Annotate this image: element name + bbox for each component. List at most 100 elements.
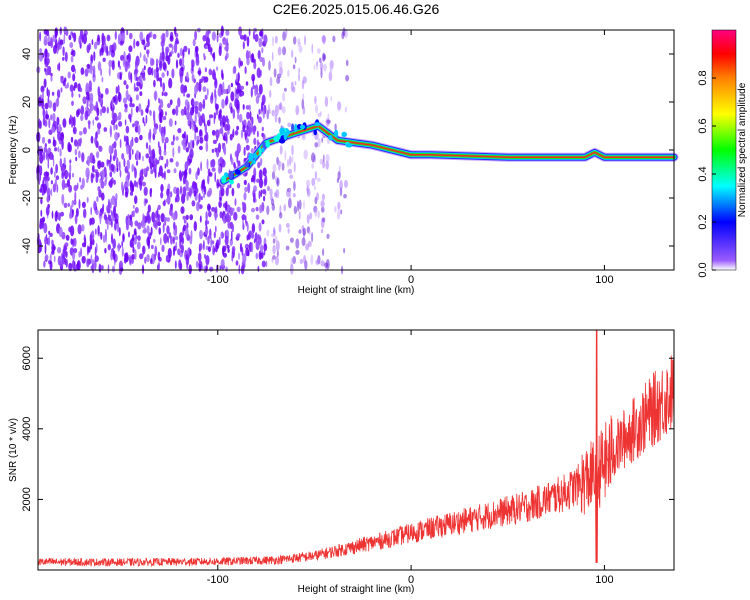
spectrogram-cell — [61, 193, 65, 205]
spectrogram-cell — [266, 229, 270, 237]
signal-blob — [278, 138, 286, 144]
spectrogram-cell — [321, 137, 324, 143]
spectrogram-cell — [61, 179, 66, 190]
spectrogram-cell — [46, 57, 50, 65]
spectrogram-cell — [54, 28, 58, 39]
spectrogram-cell — [88, 80, 93, 90]
signal-blob — [262, 141, 267, 149]
spectrogram-cell — [50, 38, 54, 49]
spectrogram-cell — [106, 106, 110, 114]
snr-frame — [37, 329, 675, 571]
spectrogram-cell — [142, 181, 146, 187]
spectrogram-cell — [258, 169, 263, 180]
spectrogram-cell — [268, 60, 271, 71]
spectrogram-cell — [293, 180, 296, 191]
spectrogram-cell — [110, 251, 114, 261]
spectrogram-cell — [96, 151, 100, 159]
spectrogram-cell — [234, 150, 240, 158]
spectrogram-cell — [295, 249, 300, 255]
spectrogram-cell — [183, 92, 185, 97]
spectrogram-cell — [125, 182, 129, 188]
spectrogram-cell — [195, 201, 200, 212]
spectrogram-cell — [113, 148, 118, 159]
spectrogram-cell — [177, 248, 181, 256]
spectrogram-cell — [50, 76, 53, 82]
spectrogram-cell — [150, 226, 153, 236]
spectrogram-cell — [180, 108, 185, 116]
spectrogram-cell — [86, 91, 90, 96]
spectrogram-cell — [212, 139, 217, 144]
spectrogram-cell — [74, 148, 78, 156]
spectrogram-cell — [100, 93, 104, 99]
spectrogram-cell — [278, 61, 283, 70]
spectrogram-cell — [198, 263, 202, 272]
spectrogram-cell — [222, 246, 225, 257]
spectrogram-cell — [118, 227, 121, 237]
spectrogram-panel: -100 0 100 -40 -20 0 20 40 Height of straight … — [8, 25, 679, 296]
spectrogram-cell — [229, 133, 233, 141]
spectrogram-cell — [334, 206, 337, 213]
spectrogram-cell — [206, 220, 210, 225]
spectrogram-cell — [90, 254, 93, 264]
spectrogram-cell — [59, 260, 64, 268]
spectrogram-cell — [274, 235, 278, 243]
spectrogram-cell — [218, 236, 221, 246]
spectrogram-cell — [239, 242, 243, 253]
spectrogram-cell — [86, 196, 89, 204]
spectrogram-cell — [213, 231, 216, 239]
spectrogram-cell — [271, 51, 274, 62]
spectrogram-cell — [276, 250, 279, 257]
spectrogram-cell — [253, 167, 257, 178]
spectrogram-cell — [147, 66, 152, 76]
spectrogram-cell — [70, 55, 74, 63]
spectrogram-cell — [206, 37, 210, 46]
spectrogram-cell — [251, 53, 254, 60]
spectrogram-cell — [46, 195, 50, 203]
spectrogram-cell — [44, 236, 48, 245]
spectrogram-cell — [106, 34, 111, 42]
spectrogram-cell — [234, 198, 237, 207]
spectrogram-cell — [257, 161, 261, 169]
spectrogram-cell — [97, 186, 101, 192]
spectrogram-cell — [298, 45, 303, 53]
spectrogram-cell — [133, 38, 136, 49]
spectrogram-cell — [56, 184, 59, 193]
spectrogram-cell — [86, 177, 89, 183]
spectrogram-cell — [235, 260, 239, 266]
spectrogram-cell — [227, 84, 231, 94]
spectrogram-cell — [295, 238, 300, 249]
spectrogram-cell — [159, 148, 162, 158]
spectrogram-cell — [255, 240, 260, 251]
snr-panel: -100 0 100 2000 4000 6000 Height of straight… — [8, 329, 675, 595]
spectrogram-plot-area — [38, 30, 674, 270]
spectrogram-cell — [47, 161, 50, 169]
spectrogram-cell — [158, 105, 162, 113]
spectrogram-cell — [245, 247, 250, 257]
spectrogram-cell — [71, 200, 74, 208]
spectrogram-cell — [219, 211, 223, 219]
spectrogram-cell — [236, 182, 241, 189]
signal-blob — [283, 132, 288, 141]
spectrogram-cell — [274, 104, 279, 116]
spectrogram-cell — [217, 87, 222, 97]
spectrogram-cell — [86, 44, 90, 54]
spectrogram-cell — [63, 157, 66, 166]
spectrogram-cell — [258, 84, 263, 95]
spectrogram-cell — [142, 117, 145, 124]
spectrogram-cell — [114, 222, 117, 231]
signal-blob — [313, 129, 318, 136]
spectrogram-cell — [258, 190, 261, 199]
spectrogram-cell — [124, 108, 128, 113]
spectrogram-cell — [224, 123, 229, 132]
spectrogram-cell — [278, 103, 282, 111]
spectrogram-cell — [235, 88, 240, 95]
spectrogram-cell — [153, 68, 157, 79]
spectrogram-cell — [135, 150, 140, 161]
spectrogram-cell — [56, 124, 59, 134]
spectrogram-cell — [159, 79, 163, 88]
spectrogram-cell — [85, 82, 90, 92]
spectrogram-cell — [78, 35, 82, 45]
spectrogram-cell — [111, 210, 113, 217]
spectrogram-cell — [213, 112, 217, 120]
spectrogram-cell — [261, 94, 266, 105]
